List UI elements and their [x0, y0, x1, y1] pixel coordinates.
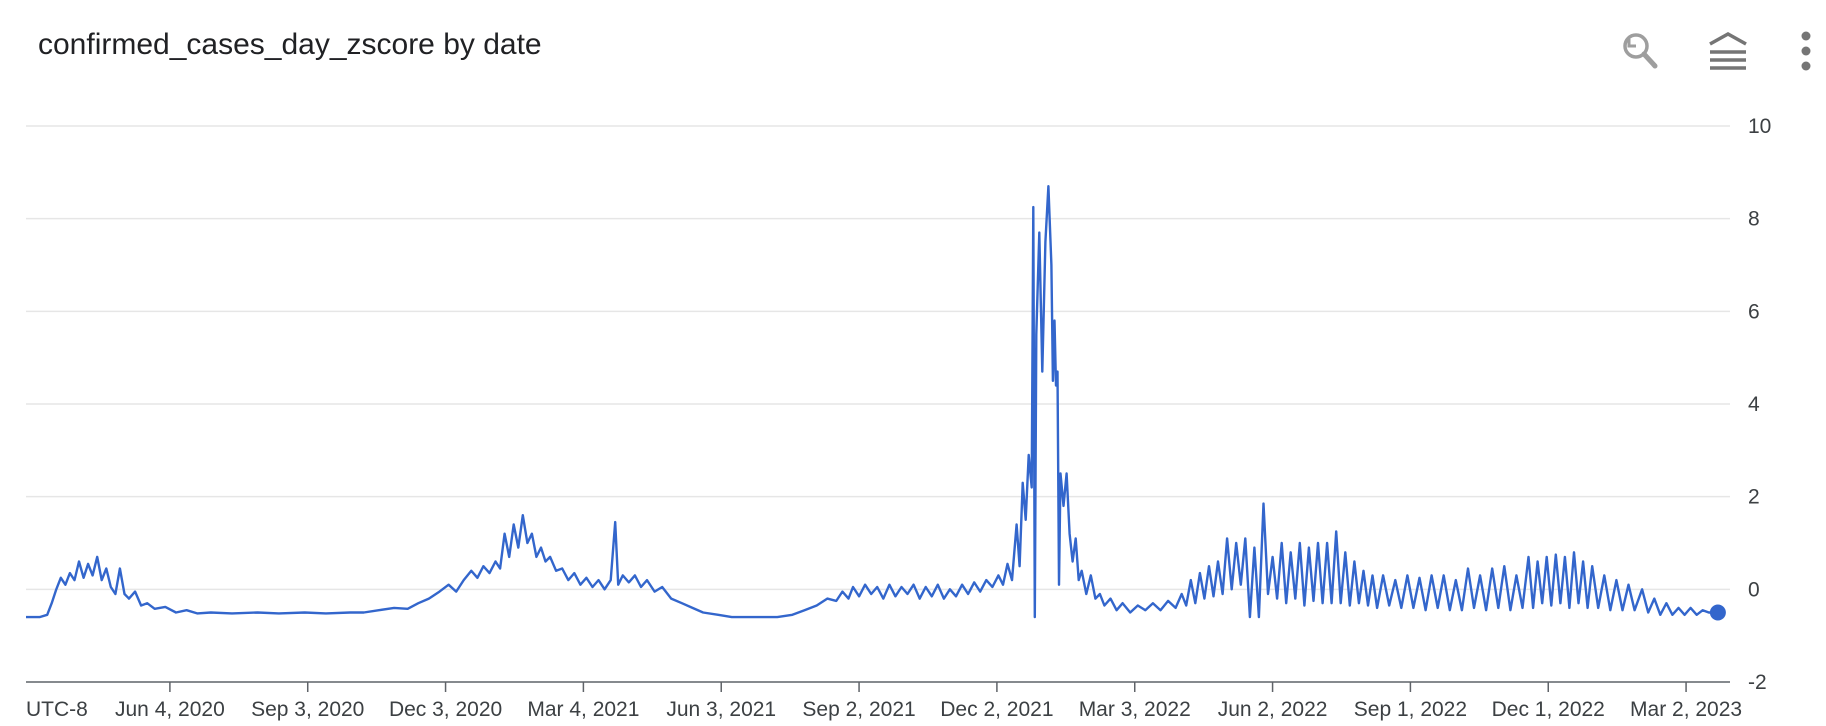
y-tick-label: 4 [1748, 393, 1760, 416]
series-layer [26, 184, 1726, 621]
zoom-reset-button[interactable] [1610, 22, 1666, 78]
y-tick-label: -2 [1748, 671, 1767, 694]
y-tick-label: 8 [1748, 208, 1760, 231]
x-axis: UTC-8 Jun 4, 2020 Sep 3, 2020 Dec 3, 2020 Ma… [26, 681, 1742, 721]
y-tick-label: 6 [1748, 300, 1760, 323]
series-line [26, 184, 1718, 619]
x-tick-label: Mar 4, 2021 [527, 698, 639, 721]
x-tick-label: Sep 2, 2021 [802, 698, 915, 721]
y-tick-label: 2 [1748, 486, 1760, 509]
more-options-button[interactable] [1778, 22, 1826, 78]
series-last-point[interactable] [1709, 604, 1726, 621]
x-tick-label: Dec 2, 2021 [940, 698, 1053, 721]
more-vert-icon [1801, 31, 1811, 71]
x-tick-label: Jun 4, 2020 [115, 698, 225, 721]
chart-title: confirmed_cases_day_zscore by date [38, 28, 542, 61]
y-tick-label: 0 [1748, 578, 1760, 601]
legend-toggle-button[interactable] [1700, 22, 1756, 78]
zoom-reset-icon [1623, 33, 1658, 69]
x-tick-label: Dec 3, 2020 [389, 698, 502, 721]
x-tick-label: Sep 1, 2022 [1354, 698, 1467, 721]
y-tick-label: 10 [1748, 115, 1771, 138]
x-tick-label: Jun 3, 2021 [666, 698, 776, 721]
x-tick-label: Sep 3, 2020 [251, 698, 364, 721]
layers-icon [1709, 31, 1747, 70]
x-tick-label: Dec 1, 2022 [1492, 698, 1605, 721]
x-tick-label: Mar 2, 2023 [1630, 698, 1742, 721]
x-tick-label: Mar 3, 2022 [1079, 698, 1191, 721]
x-tick-label: Jun 2, 2022 [1218, 698, 1328, 721]
gridlines [26, 125, 1730, 591]
x-tick-label: UTC-8 [26, 698, 88, 721]
y-axis-ticks: 10 8 6 4 2 0 -2 [1748, 115, 1771, 694]
